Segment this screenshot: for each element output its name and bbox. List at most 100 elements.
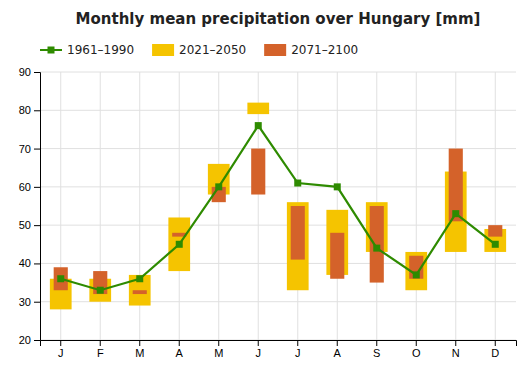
tick-label: N bbox=[452, 347, 460, 359]
legend-label: 1961–1990 bbox=[67, 43, 134, 57]
tick-mark bbox=[337, 340, 338, 346]
tick: 30 bbox=[19, 296, 40, 308]
y-axis: 20 30 40 50 60 70 80 90 bbox=[19, 66, 41, 346]
line-series bbox=[57, 122, 499, 294]
tick-mark bbox=[100, 340, 101, 346]
marker bbox=[294, 180, 301, 187]
marker bbox=[255, 122, 262, 129]
tick-mark bbox=[34, 225, 40, 226]
bar bbox=[449, 149, 463, 222]
title: Monthly mean precipitation over Hungary … bbox=[76, 10, 481, 28]
tick-label: S bbox=[373, 347, 380, 359]
tick: A bbox=[334, 340, 342, 359]
tick-label: 40 bbox=[19, 257, 31, 269]
tick: J bbox=[295, 340, 301, 359]
bar bbox=[208, 164, 230, 195]
tick-mark bbox=[258, 340, 259, 346]
tick-label: F bbox=[97, 347, 104, 359]
tick-mark bbox=[495, 340, 496, 346]
tick-mark bbox=[297, 340, 298, 346]
legend-item: 2071–2100 bbox=[264, 43, 358, 57]
bar bbox=[370, 206, 384, 283]
grid-line-y bbox=[40, 263, 516, 264]
grid-line-y bbox=[40, 110, 516, 111]
grid-line-x bbox=[416, 72, 417, 340]
line bbox=[61, 126, 496, 291]
chart: 2030405060708090JFMAMJJASONDMonthly mean… bbox=[0, 0, 531, 370]
tick-label: M bbox=[214, 347, 223, 359]
tick-label: A bbox=[334, 347, 342, 359]
bar bbox=[488, 225, 502, 236]
bar bbox=[168, 217, 190, 271]
tick-label: M bbox=[135, 347, 144, 359]
grid-line-x bbox=[495, 72, 496, 340]
tick: F bbox=[97, 340, 104, 359]
tick-label: 90 bbox=[19, 66, 31, 78]
marker bbox=[334, 183, 341, 190]
tick: A bbox=[176, 340, 184, 359]
legend: 1961–1990 2021–2050 2071–2100 bbox=[40, 43, 358, 57]
bar bbox=[93, 271, 107, 294]
tick-mark bbox=[34, 302, 40, 303]
tick-label: 60 bbox=[19, 181, 31, 193]
tick: 60 bbox=[19, 181, 40, 193]
tick: N bbox=[452, 340, 460, 359]
marker bbox=[136, 275, 143, 282]
bar bbox=[129, 275, 151, 306]
tick-mark bbox=[376, 340, 377, 346]
legend-marker bbox=[48, 47, 55, 54]
tick-label: J bbox=[295, 347, 301, 359]
bar-series bbox=[50, 103, 506, 310]
tick-label: 20 bbox=[19, 334, 31, 346]
bar bbox=[287, 202, 309, 290]
tick: M bbox=[135, 340, 144, 359]
tick: 90 bbox=[19, 66, 40, 78]
legend-label: 2071–2100 bbox=[291, 43, 358, 57]
tick-mark bbox=[34, 187, 40, 188]
tick-mark bbox=[34, 340, 40, 341]
tick: 40 bbox=[19, 257, 40, 269]
tick-mark bbox=[34, 263, 40, 264]
tick-label: 30 bbox=[19, 296, 31, 308]
tick-label: 70 bbox=[19, 143, 31, 155]
tick-label: 50 bbox=[19, 219, 31, 231]
marker bbox=[413, 271, 420, 278]
axis-line bbox=[34, 73, 41, 341]
legend-swatch bbox=[264, 44, 286, 56]
tick-mark bbox=[34, 110, 40, 111]
bar bbox=[291, 206, 305, 260]
tick-label: J bbox=[58, 347, 64, 359]
tick-mark bbox=[179, 340, 180, 346]
marker bbox=[373, 245, 380, 252]
tick: M bbox=[214, 340, 223, 359]
grid-line-y bbox=[40, 72, 516, 73]
legend-item: 1961–1990 bbox=[40, 43, 134, 57]
tick: 50 bbox=[19, 219, 40, 231]
bar bbox=[251, 149, 265, 195]
tick-mark bbox=[416, 340, 417, 346]
tick: J bbox=[255, 340, 261, 359]
grid-line-x bbox=[337, 72, 338, 340]
axis-line bbox=[41, 341, 517, 347]
legend-label: 2021–2050 bbox=[179, 43, 246, 57]
tick-mark bbox=[60, 340, 61, 346]
x-axis: JFMAMJJASOND bbox=[41, 340, 517, 359]
grid-line-y bbox=[40, 225, 516, 226]
grid-line-y bbox=[40, 148, 516, 149]
tick-mark bbox=[139, 340, 140, 346]
tick-label: 80 bbox=[19, 104, 31, 116]
marker bbox=[97, 287, 104, 294]
tick: D bbox=[491, 340, 499, 359]
grid-line-y bbox=[40, 186, 516, 187]
marker bbox=[215, 183, 222, 190]
grid-line-x bbox=[218, 72, 219, 340]
marker bbox=[492, 241, 499, 248]
bar-series bbox=[54, 149, 503, 294]
bar bbox=[247, 103, 269, 114]
tick: S bbox=[373, 340, 380, 359]
tick: 80 bbox=[19, 104, 40, 116]
tick-label: A bbox=[176, 347, 184, 359]
tick: J bbox=[58, 340, 64, 359]
grid bbox=[40, 72, 516, 340]
tick-mark bbox=[34, 149, 40, 150]
